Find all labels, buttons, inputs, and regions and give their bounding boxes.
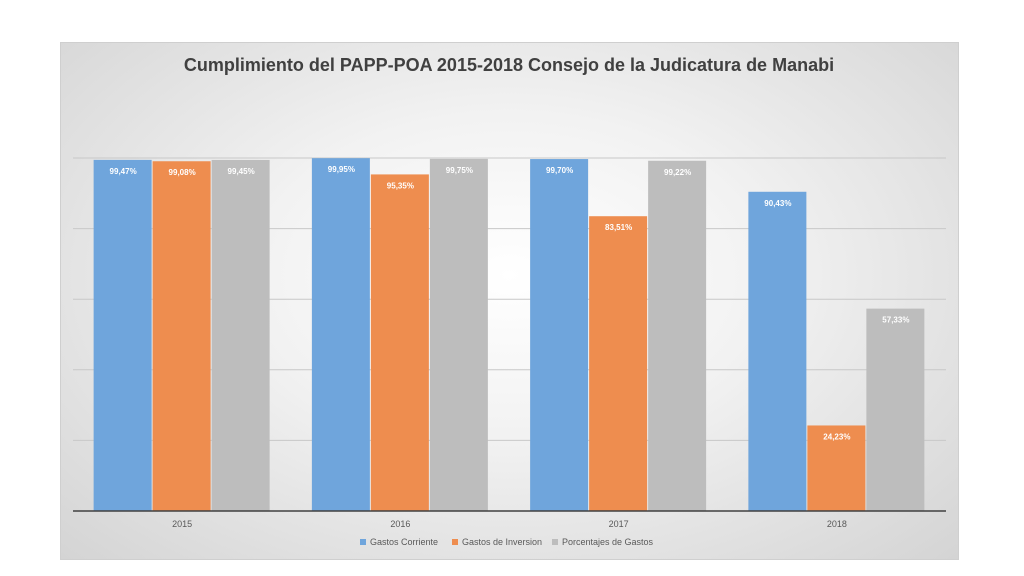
x-tick-label: 2018 [827, 519, 847, 529]
bar-2017-2 [589, 216, 648, 511]
legend-label: Porcentajes de Gastos [562, 537, 654, 547]
bar-2017-3 [648, 160, 707, 511]
data-label: 90,43% [764, 199, 791, 208]
data-labels: 99,47% 99,08% 99,45% 99,95% 95,35% 99,75% 99,7… [110, 165, 910, 441]
data-label: 57,33% [882, 316, 909, 325]
data-label: 99,70% [546, 166, 573, 175]
data-label: 99,22% [664, 168, 691, 177]
data-label: 99,45% [228, 167, 255, 176]
legend: Gastos Corriente Gastos de Inversion Porce… [360, 537, 654, 547]
data-label: 24,23% [823, 432, 850, 441]
bar-2016-1 [311, 158, 370, 511]
bar-2018-1 [748, 191, 807, 511]
data-label: 83,51% [605, 223, 632, 232]
bar-2016-3 [429, 158, 488, 511]
legend-swatch [552, 539, 558, 545]
bar-2016-2 [370, 174, 429, 512]
bar-2018-3 [866, 308, 925, 511]
legend-swatch [360, 539, 366, 545]
data-label: 99,47% [110, 167, 137, 176]
bar-2015-1 [93, 159, 152, 511]
bar-2015-3 [211, 159, 270, 511]
bar-2017-1 [530, 159, 589, 511]
chart-frame: Cumplimiento del PAPP-POA 2015-2018 Cons… [60, 42, 959, 560]
legend-swatch [452, 539, 458, 545]
x-tick-label: 2016 [390, 519, 410, 529]
data-label: 95,35% [387, 181, 414, 190]
bar-chart: Cumplimiento del PAPP-POA 2015-2018 Cons… [73, 55, 946, 547]
legend-label: Gastos Corriente [370, 537, 438, 547]
bars [93, 158, 925, 512]
x-axis: 2015 2016 2017 2018 [73, 510, 946, 529]
x-tick-label: 2017 [609, 519, 629, 529]
data-label: 99,08% [169, 168, 196, 177]
data-label: 99,75% [446, 166, 473, 175]
bar-2018-2 [807, 425, 866, 511]
legend-label: Gastos de Inversion [462, 537, 542, 547]
bar-2015-2 [152, 161, 211, 511]
x-tick-label: 2015 [172, 519, 192, 529]
chart-title: Cumplimiento del PAPP-POA 2015-2018 Cons… [184, 55, 834, 75]
data-label: 99,95% [328, 165, 355, 174]
